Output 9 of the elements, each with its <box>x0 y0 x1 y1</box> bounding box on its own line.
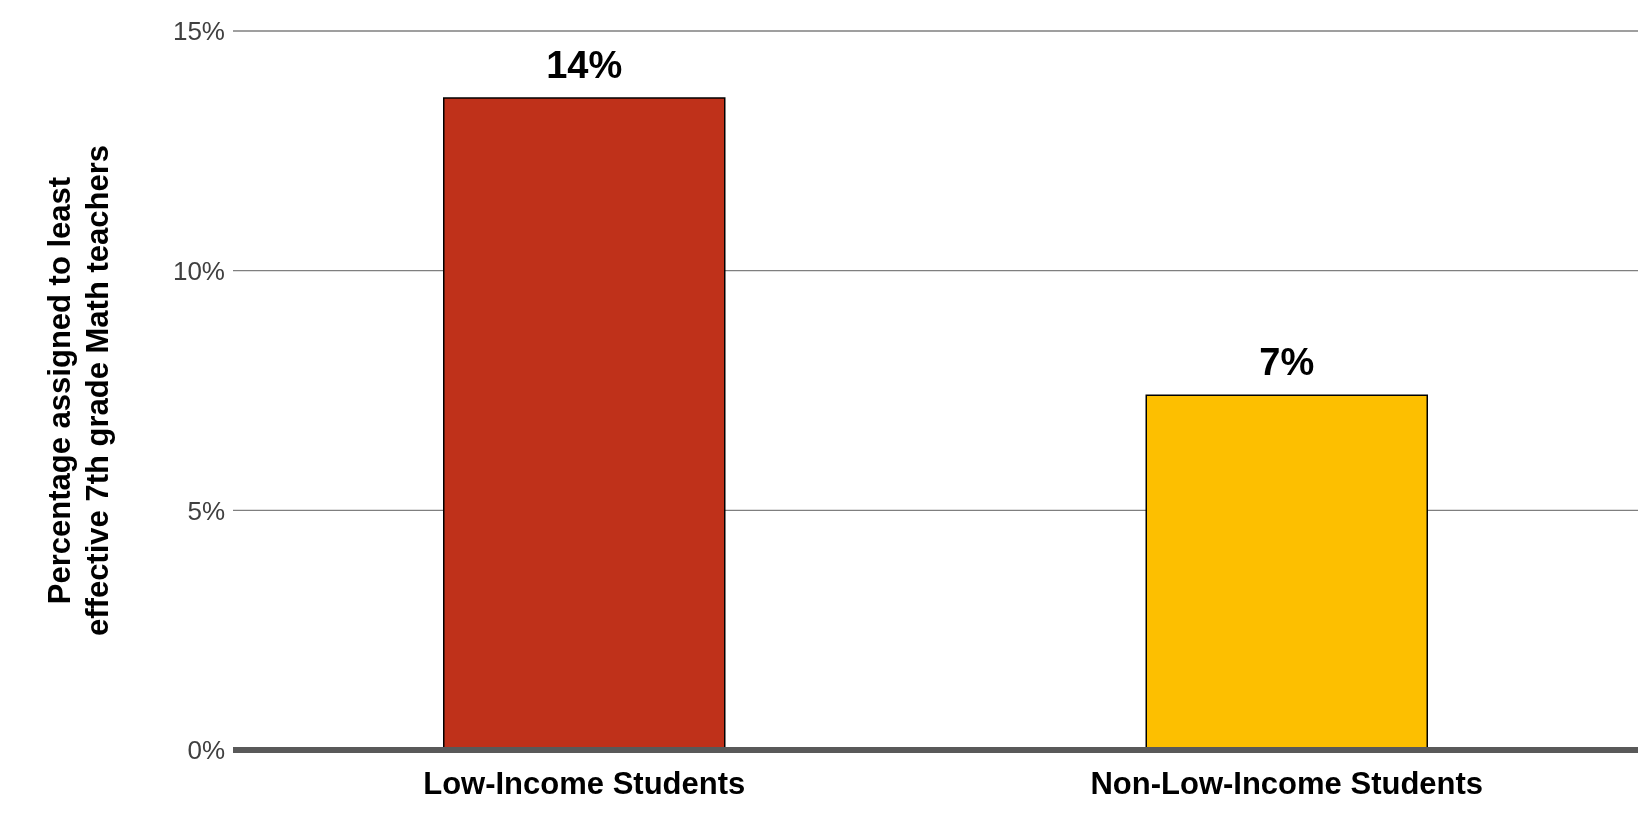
data-label: 14% <box>546 44 623 87</box>
y-axis-title: Percentage assigned to least effective 7th grade Math teachers <box>42 144 115 637</box>
x-tick-label: Non-Low-Income Students <box>1090 766 1484 802</box>
data-label: 7% <box>1259 341 1315 384</box>
y-tick-label: 0% <box>187 735 225 766</box>
y-tick-label: 5% <box>187 495 225 526</box>
x-tick-label: Low-Income Students <box>423 766 746 802</box>
y-tick-label: 10% <box>172 255 225 286</box>
y-tick-label: 15% <box>172 16 225 47</box>
